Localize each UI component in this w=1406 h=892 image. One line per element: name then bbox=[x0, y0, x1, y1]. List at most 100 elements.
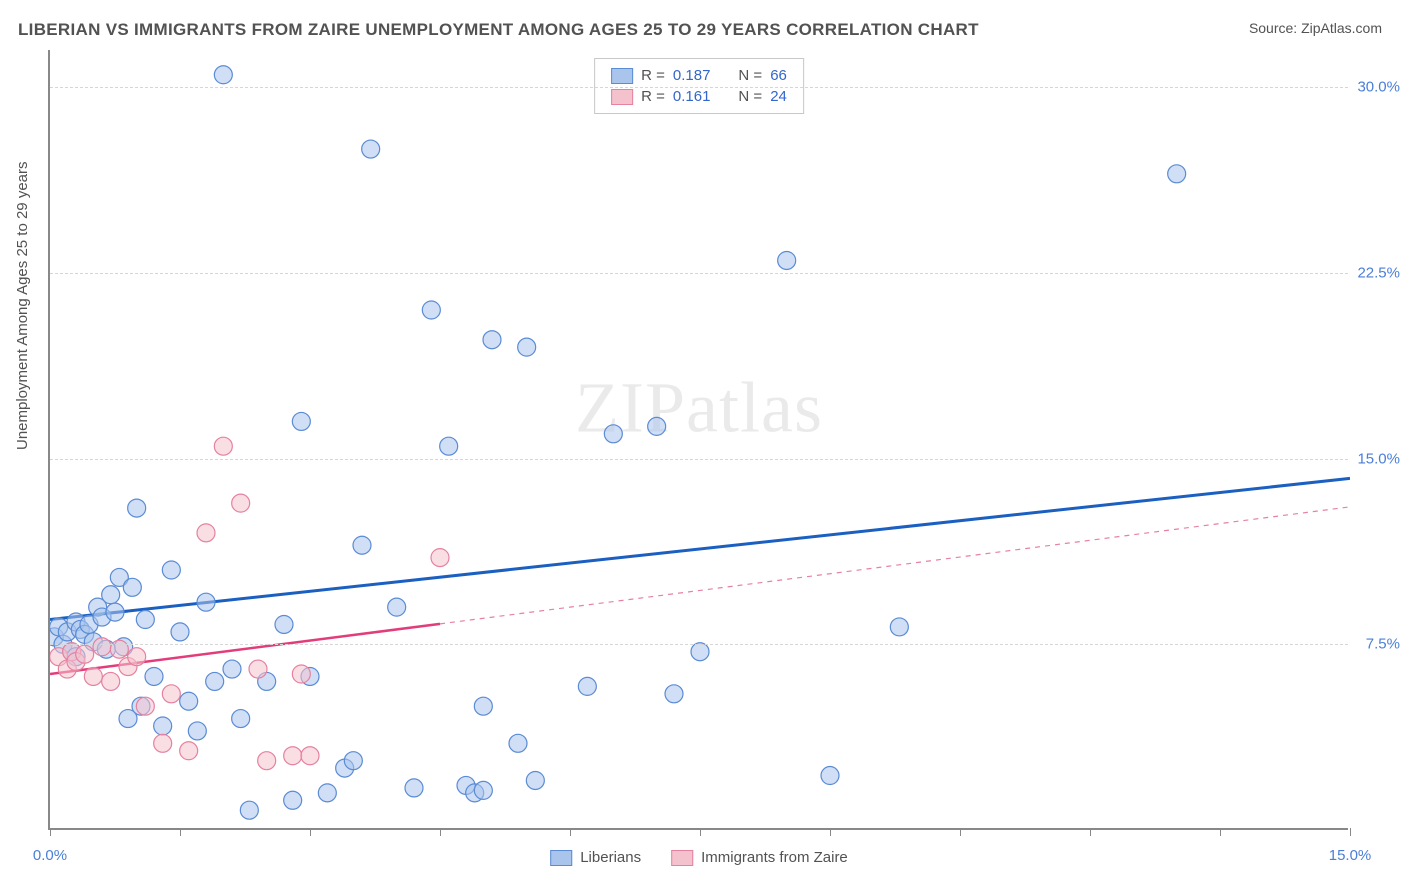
scatter-point bbox=[102, 586, 120, 604]
legend-label-zaire: Immigrants from Zaire bbox=[701, 849, 848, 866]
scatter-point bbox=[518, 338, 536, 356]
scatter-point bbox=[214, 437, 232, 455]
scatter-point bbox=[162, 561, 180, 579]
gridline bbox=[50, 644, 1348, 645]
legend-n-value-1: 24 bbox=[770, 88, 787, 105]
scatter-point bbox=[171, 623, 189, 641]
scatter-point bbox=[110, 640, 128, 658]
scatter-point bbox=[474, 697, 492, 715]
y-tick-label: 22.5% bbox=[1357, 264, 1400, 281]
plot-area: ZIPatlas R = 0.187 N = 66 R = 0.161 N = … bbox=[48, 50, 1348, 830]
x-tick bbox=[1090, 828, 1091, 836]
legend-label-liberians: Liberians bbox=[580, 849, 641, 866]
scatter-point bbox=[154, 717, 172, 735]
scatter-point bbox=[301, 667, 319, 685]
scatter-point bbox=[128, 499, 146, 517]
scatter-point bbox=[132, 697, 150, 715]
legend-item-liberians: Liberians bbox=[550, 849, 641, 866]
scatter-point bbox=[292, 665, 310, 683]
x-tick bbox=[180, 828, 181, 836]
x-tick bbox=[830, 828, 831, 836]
scatter-point bbox=[93, 638, 111, 656]
legend-swatch-liberians bbox=[550, 850, 572, 866]
x-tick bbox=[1220, 828, 1221, 836]
y-tick-label: 7.5% bbox=[1366, 636, 1400, 653]
regression-lines bbox=[50, 50, 1350, 830]
scatter-point bbox=[106, 603, 124, 621]
scatter-point bbox=[123, 578, 141, 596]
scatter-point bbox=[301, 747, 319, 765]
scatter-point bbox=[58, 660, 76, 678]
scatter-point bbox=[232, 494, 250, 512]
scatter-point bbox=[50, 648, 68, 666]
scatter-point bbox=[67, 653, 85, 671]
scatter-point bbox=[440, 437, 458, 455]
scatter-point bbox=[50, 628, 63, 646]
legend-series: Liberians Immigrants from Zaire bbox=[550, 849, 848, 866]
scatter-point bbox=[89, 598, 107, 616]
x-tick bbox=[1350, 828, 1351, 836]
x-tick bbox=[700, 828, 701, 836]
scatter-point bbox=[162, 685, 180, 703]
scatter-point bbox=[457, 776, 475, 794]
scatter-point bbox=[284, 747, 302, 765]
scatter-point bbox=[249, 660, 267, 678]
legend-item-zaire: Immigrants from Zaire bbox=[671, 849, 848, 866]
x-tick bbox=[50, 828, 51, 836]
scatter-point bbox=[154, 734, 172, 752]
regression-line bbox=[50, 478, 1350, 619]
x-tick-label: 0.0% bbox=[33, 847, 67, 864]
scatter-point bbox=[284, 791, 302, 809]
scatter-point bbox=[604, 425, 622, 443]
scatter-point bbox=[344, 752, 362, 770]
scatter-point bbox=[67, 613, 85, 631]
scatter-point bbox=[778, 251, 796, 269]
legend-n-value-0: 66 bbox=[770, 67, 787, 84]
legend-n-label: N = bbox=[738, 67, 762, 84]
scatter-point bbox=[71, 620, 89, 638]
chart-title: LIBERIAN VS IMMIGRANTS FROM ZAIRE UNEMPL… bbox=[18, 20, 979, 40]
legend-swatch-liberians bbox=[611, 68, 633, 84]
legend-r-value-0: 0.187 bbox=[673, 67, 711, 84]
scatter-point bbox=[275, 615, 293, 633]
scatter-point bbox=[188, 722, 206, 740]
scatter-point bbox=[136, 697, 154, 715]
scatter-point bbox=[84, 667, 102, 685]
scatter-point bbox=[214, 66, 232, 84]
scatter-point bbox=[648, 417, 666, 435]
scatter-point bbox=[180, 742, 198, 760]
scatter-point bbox=[50, 618, 68, 636]
scatter-point bbox=[232, 710, 250, 728]
scatter-point bbox=[422, 301, 440, 319]
scatter-point bbox=[80, 615, 98, 633]
regression-line bbox=[50, 624, 440, 674]
scatter-point bbox=[665, 685, 683, 703]
scatter-point bbox=[136, 611, 154, 629]
scatter-point bbox=[353, 536, 371, 554]
scatter-point bbox=[431, 549, 449, 567]
gridline bbox=[50, 273, 1348, 274]
scatter-point bbox=[362, 140, 380, 158]
legend-correlation: R = 0.187 N = 66 R = 0.161 N = 24 bbox=[594, 58, 804, 114]
scatter-point bbox=[388, 598, 406, 616]
gridline bbox=[50, 459, 1348, 460]
scatter-point bbox=[58, 623, 76, 641]
y-axis-label: Unemployment Among Ages 25 to 29 years bbox=[14, 161, 31, 450]
source-attribution: Source: ZipAtlas.com bbox=[1249, 20, 1382, 36]
scatter-point bbox=[119, 658, 137, 676]
scatter-point bbox=[119, 710, 137, 728]
scatter-point bbox=[474, 781, 492, 799]
scatter-point bbox=[405, 779, 423, 797]
scatter-point bbox=[578, 677, 596, 695]
legend-r-value-1: 0.161 bbox=[673, 88, 711, 105]
legend-n-label: N = bbox=[738, 88, 762, 105]
legend-row-liberians: R = 0.187 N = 66 bbox=[611, 65, 787, 86]
legend-r-label: R = bbox=[641, 88, 665, 105]
scatter-point bbox=[110, 568, 128, 586]
scatter-point bbox=[890, 618, 908, 636]
x-tick bbox=[570, 828, 571, 836]
scatter-point bbox=[102, 672, 120, 690]
scatter-points bbox=[50, 50, 1350, 830]
scatter-point bbox=[197, 524, 215, 542]
scatter-point bbox=[63, 643, 81, 661]
